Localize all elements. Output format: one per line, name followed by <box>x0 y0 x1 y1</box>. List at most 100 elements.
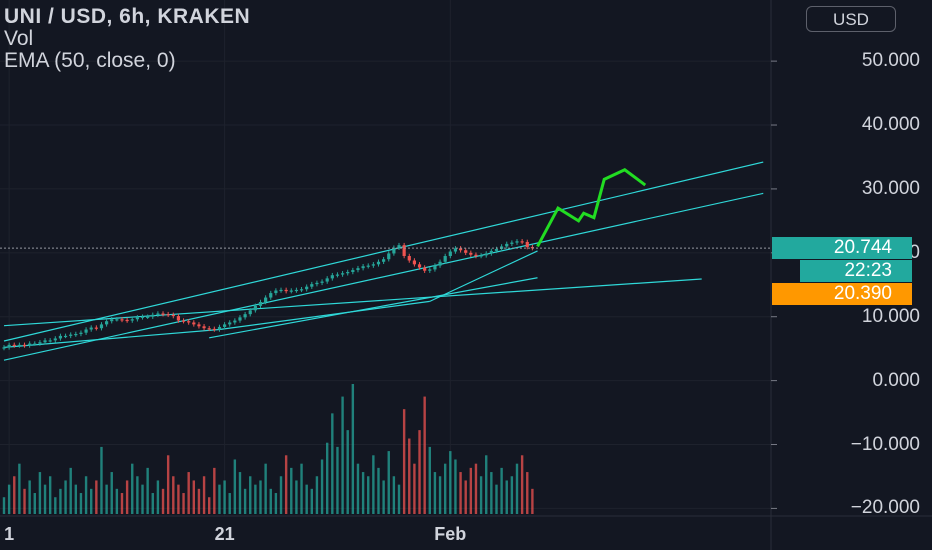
volume-bar <box>397 484 401 514</box>
candle-body <box>397 245 401 248</box>
candle-body <box>176 316 181 321</box>
candle-body <box>387 253 391 260</box>
candle-body <box>443 256 447 262</box>
symbol-title[interactable]: UNI / USD, 6h, KRAKEN <box>4 5 251 28</box>
candle-body <box>63 335 68 338</box>
candle-body <box>520 241 524 243</box>
chart-legend: UNI / USD, 6h, KRAKEN Vol EMA (50, close… <box>4 6 250 72</box>
volume-bar <box>74 484 78 514</box>
projection-drawing[interactable] <box>536 168 647 248</box>
candle-body <box>428 269 432 271</box>
volume-bar <box>531 488 534 514</box>
volume-bar <box>115 488 119 514</box>
chart-grid <box>0 0 771 516</box>
volume-bars <box>2 384 534 514</box>
volume-bar <box>382 480 385 514</box>
volume-bar <box>418 430 421 514</box>
volume-bar <box>146 467 149 514</box>
candle-body <box>2 347 6 349</box>
volume-bar <box>69 467 72 514</box>
volume-bar <box>279 476 283 514</box>
volume-bar <box>331 413 334 514</box>
candle-body <box>330 275 334 279</box>
candle-body <box>58 335 63 339</box>
volume-bar <box>249 476 252 514</box>
candle-body <box>299 289 304 291</box>
volume-bar <box>454 459 457 514</box>
candle-body <box>433 265 437 270</box>
volume-bar <box>218 484 221 514</box>
candle-body <box>479 255 483 257</box>
ema-indicator-label[interactable]: EMA (50, close, 0) <box>4 49 176 72</box>
candle-body <box>392 247 396 254</box>
volume-bar <box>351 384 355 514</box>
volume-bar <box>192 480 196 514</box>
candle-body <box>48 340 52 342</box>
candle-body <box>161 313 165 315</box>
trendline <box>3 161 764 342</box>
candle-body <box>320 281 324 283</box>
candle-body <box>474 254 478 257</box>
candle-body <box>253 305 257 311</box>
price-tick-label: 30.000 <box>861 177 920 199</box>
candle-body <box>310 284 314 287</box>
trendline <box>3 192 764 361</box>
time-tick-label: 1 <box>4 524 15 544</box>
volume-bar <box>182 493 185 514</box>
last-price-tag: 20.744 <box>772 237 912 260</box>
volume-bar <box>495 484 498 514</box>
volume-bar <box>356 463 360 514</box>
candle-body <box>7 344 11 348</box>
volume-bar <box>197 488 201 514</box>
volume-indicator-label[interactable]: Vol <box>4 27 34 50</box>
candle-body <box>448 251 452 257</box>
volume-bar <box>520 455 524 514</box>
volume-bar <box>269 488 272 514</box>
candle-body <box>356 268 360 271</box>
candle-body <box>140 316 145 318</box>
candle-body <box>464 250 468 253</box>
candle-body <box>192 322 196 325</box>
volume-bar <box>290 467 293 514</box>
candle-body <box>69 334 73 336</box>
candle-body <box>22 344 27 347</box>
candle-body <box>120 319 124 321</box>
candle-body <box>233 320 237 323</box>
candle-body <box>489 250 493 254</box>
volume-bar <box>208 497 211 514</box>
volume-bar <box>38 472 42 514</box>
volume-bar <box>28 480 31 514</box>
volume-bar <box>295 480 298 514</box>
volume-bar <box>105 484 108 514</box>
volume-bar <box>151 493 154 514</box>
volume-bar <box>479 476 483 514</box>
trendlines[interactable] <box>3 161 764 361</box>
trendline <box>209 277 538 339</box>
candle-body <box>43 340 47 343</box>
volume-bar <box>18 463 21 514</box>
candle-body <box>279 289 283 292</box>
volume-bar <box>233 459 237 514</box>
volume-bar <box>90 488 93 514</box>
candle-body <box>238 317 242 321</box>
candle-body <box>305 286 309 290</box>
currency-button[interactable]: USD <box>806 6 896 32</box>
candle-countdown-tag: 22:23 <box>800 260 912 283</box>
candle-body <box>294 289 299 292</box>
candle-body <box>135 317 139 320</box>
price-tick-label: 40.000 <box>861 114 920 136</box>
volume-bar <box>341 396 344 514</box>
candle-body <box>248 310 252 315</box>
candle-body <box>166 314 170 316</box>
volume-bar <box>346 430 349 514</box>
candle-body <box>146 316 150 318</box>
candle-body <box>417 264 422 268</box>
volume-bar <box>110 472 113 514</box>
time-tick-label: 21 <box>214 524 235 544</box>
volume-bar <box>459 472 462 514</box>
volume-bar <box>274 493 278 514</box>
volume-bar <box>48 476 52 514</box>
trendline <box>3 278 702 327</box>
candle-body <box>284 289 288 292</box>
